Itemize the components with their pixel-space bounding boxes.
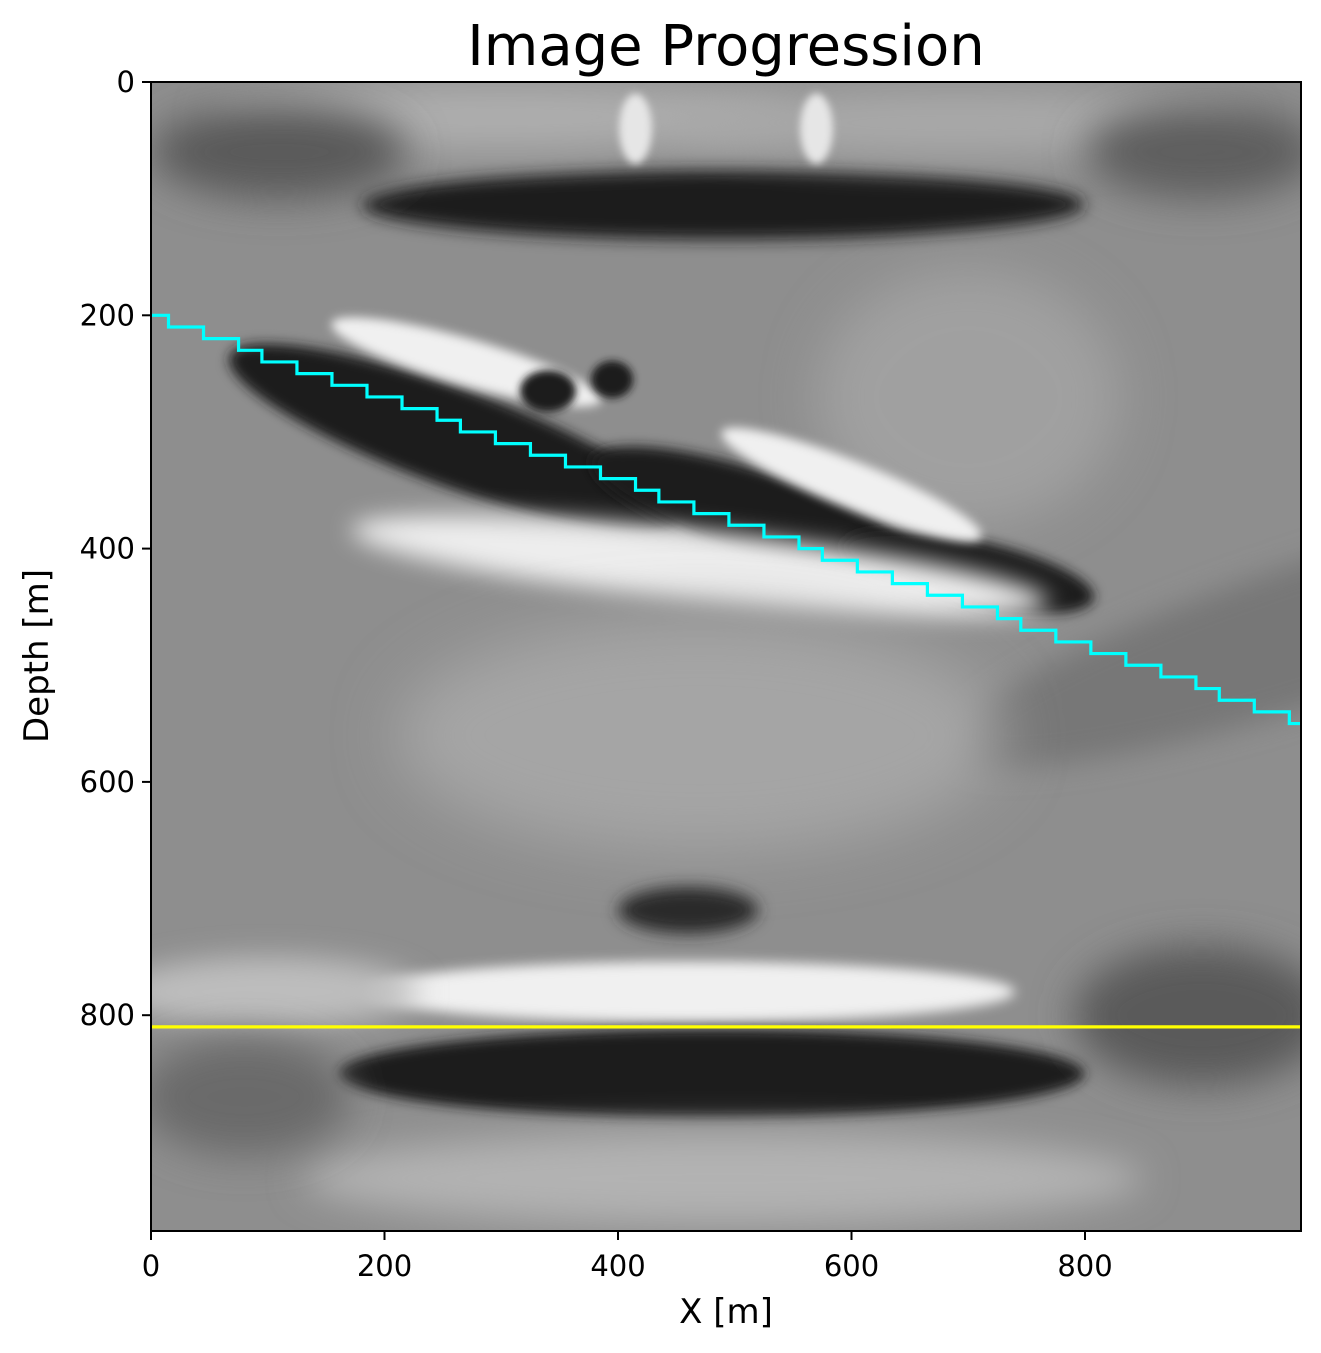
y-axis-label: Depth [m] bbox=[17, 569, 57, 743]
image-feature-12 bbox=[721, 427, 982, 542]
image-feature-4 bbox=[800, 93, 833, 164]
image-feature-7 bbox=[816, 268, 1121, 526]
x-axis-label: X [m] bbox=[679, 1292, 773, 1332]
image-feature-20 bbox=[618, 886, 759, 934]
x-tick-label: 200 bbox=[357, 1249, 412, 1283]
image-feature-5 bbox=[151, 105, 408, 199]
image-feature-23 bbox=[1073, 945, 1301, 1086]
image-feature-22 bbox=[151, 956, 420, 1027]
y-tick-label: 400 bbox=[80, 532, 135, 566]
horizon-lines bbox=[151, 313, 1301, 1029]
plot-area bbox=[150, 81, 1302, 1232]
image-feature-6 bbox=[1085, 105, 1301, 199]
image-feature-9 bbox=[591, 446, 926, 581]
image-feature-19 bbox=[337, 1029, 1086, 1118]
image-feature-24 bbox=[151, 1038, 350, 1156]
x-tick-label: 600 bbox=[824, 1249, 879, 1283]
x-tick-label: 0 bbox=[142, 1249, 160, 1283]
series-line-0 bbox=[151, 313, 1301, 726]
image-feature-17 bbox=[396, 618, 1004, 852]
image-feature-8 bbox=[229, 343, 681, 532]
image-feature-14 bbox=[591, 360, 634, 399]
chart-title: Image Progression bbox=[467, 14, 984, 79]
plot-frame bbox=[150, 81, 1302, 1232]
image-feature-0 bbox=[361, 169, 1086, 240]
image-feature-13 bbox=[519, 370, 576, 413]
image-feature-18 bbox=[361, 961, 1015, 1023]
x-tick-label: 800 bbox=[1057, 1249, 1112, 1283]
image-feature-15 bbox=[951, 493, 1301, 767]
image-feature-16 bbox=[351, 515, 1049, 617]
x-axis: 0 200 400 600 800 bbox=[142, 1231, 1113, 1283]
y-tick-label: 800 bbox=[80, 998, 135, 1032]
y-tick-label: 600 bbox=[80, 765, 135, 799]
seismic-image bbox=[151, 82, 1301, 1226]
x-tick-label: 400 bbox=[590, 1249, 645, 1283]
image-feature-3 bbox=[619, 93, 652, 164]
y-axis: 0 200 400 600 800 bbox=[80, 65, 151, 1032]
y-tick-label: 200 bbox=[80, 298, 135, 332]
y-tick-label: 0 bbox=[117, 65, 135, 99]
image-feature-21 bbox=[302, 1131, 1144, 1226]
